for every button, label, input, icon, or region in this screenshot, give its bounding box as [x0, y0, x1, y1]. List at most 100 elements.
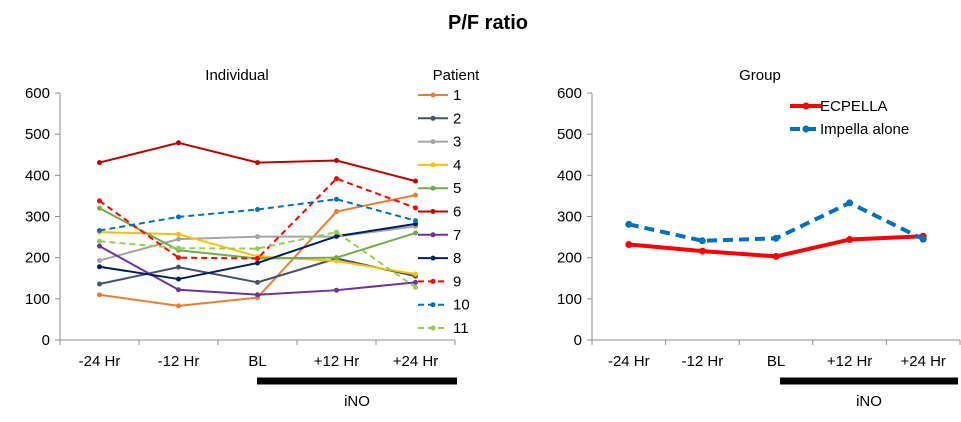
- data-point-10: [255, 207, 260, 213]
- legend-label: 11: [453, 320, 469, 337]
- data-point-9: [334, 176, 339, 182]
- data-point-6: [334, 158, 339, 164]
- data-point-3: [97, 258, 102, 264]
- x-tick-label: BL: [767, 353, 785, 370]
- data-point-9: [97, 198, 102, 204]
- data-point-4: [413, 271, 418, 277]
- data-point-6: [255, 160, 260, 166]
- y-tick-label: 400: [25, 167, 50, 184]
- series-line-8: [99, 222, 416, 281]
- data-point-11: [334, 229, 339, 235]
- legend-marker: [430, 232, 436, 238]
- data-point-10: [176, 214, 181, 220]
- legend-marker: [802, 102, 810, 110]
- data-point-2: [97, 281, 102, 287]
- data-point-9: [255, 255, 260, 261]
- legend-marker: [430, 139, 436, 145]
- data-point-7: [255, 292, 260, 298]
- data-point-11: [97, 238, 102, 244]
- series-line-11: [99, 231, 417, 289]
- y-tick-label: 400: [557, 167, 582, 184]
- x-tick-label: -12 Hr: [682, 353, 724, 370]
- data-point-7: [413, 279, 418, 285]
- y-tick-label: 0: [42, 332, 50, 349]
- group-panel: Group 0 100 200 300 400 500 600 -24 Hr -12 Hr BL +1…: [557, 67, 961, 410]
- data-point-ecpella: [846, 236, 854, 244]
- data-point-1: [97, 292, 102, 298]
- legend-label: 9: [453, 273, 461, 290]
- legend-label: 6: [453, 204, 461, 221]
- data-point-7: [97, 243, 102, 249]
- data-point-impella-alone: [846, 199, 854, 207]
- y-tick-label: 500: [557, 126, 582, 143]
- series-line-7: [99, 245, 416, 296]
- legend-label: Impella alone: [820, 121, 909, 138]
- legend-marker: [430, 185, 436, 191]
- data-point-6: [97, 160, 102, 166]
- data-point-8: [97, 264, 102, 270]
- data-point-10: [97, 227, 102, 233]
- data-point-ecpella: [698, 247, 706, 255]
- y-tick-label: 100: [557, 291, 582, 308]
- legend-label: ECPELLA: [820, 98, 888, 115]
- y-tick-label: 0: [574, 332, 582, 349]
- legend-marker: [802, 125, 810, 133]
- legend-label: 3: [453, 134, 461, 151]
- individual-panel: Individual 0 100 200 300 400 500 600 -24 Hr -12 H…: [25, 67, 480, 410]
- data-point-11: [255, 246, 260, 252]
- data-point-4: [176, 231, 181, 237]
- data-point-impella-alone: [625, 220, 633, 228]
- legend-label: 7: [453, 227, 461, 244]
- data-point-11: [413, 284, 418, 290]
- data-point-3: [255, 234, 260, 240]
- data-point-8: [176, 276, 181, 282]
- x-tick-label: BL: [248, 353, 266, 370]
- x-tick-label: +12 Hr: [314, 353, 359, 370]
- y-tick-label: 300: [25, 209, 50, 226]
- data-point-10: [413, 218, 418, 224]
- ino-label: iNO: [856, 393, 882, 410]
- y-tick-label: 500: [25, 126, 50, 143]
- data-point-1: [334, 209, 339, 215]
- x-tick-label: -24 Hr: [79, 353, 121, 370]
- legend-label: 4: [453, 157, 461, 174]
- legend-label: 1: [453, 87, 461, 104]
- data-point-9: [176, 255, 181, 261]
- y-tick-label: 200: [25, 250, 50, 267]
- data-point-7: [176, 287, 181, 293]
- y-tick-label: 600: [25, 85, 50, 102]
- data-point-5: [334, 255, 339, 261]
- data-point-10: [334, 196, 339, 202]
- legend-marker: [430, 255, 436, 261]
- data-point-impella-alone: [919, 235, 927, 243]
- x-tick-label: -24 Hr: [608, 353, 650, 370]
- data-point-impella-alone: [698, 237, 706, 245]
- data-point-9: [413, 205, 418, 211]
- y-tick-label: 300: [557, 209, 582, 226]
- legend-marker: [430, 325, 436, 331]
- data-point-11: [176, 245, 181, 251]
- data-point-1: [176, 303, 181, 309]
- data-point-3: [176, 236, 181, 242]
- data-point-5: [97, 205, 102, 211]
- data-point-1: [413, 192, 418, 198]
- x-tick-label: +12 Hr: [827, 353, 872, 370]
- data-point-2: [255, 279, 260, 285]
- x-tick-label: +24 Hr: [393, 353, 438, 370]
- data-point-5: [413, 230, 418, 236]
- x-tick-label: +24 Hr: [900, 353, 945, 370]
- data-point-impella-alone: [772, 234, 780, 242]
- data-point-8: [255, 260, 260, 266]
- legend-marker: [430, 278, 436, 284]
- legend-label: 2: [453, 110, 461, 127]
- x-tick-label: -12 Hr: [158, 353, 200, 370]
- panel-title: Group: [739, 67, 781, 84]
- legend-title: Patient: [433, 67, 481, 84]
- series-line-9: [98, 177, 416, 260]
- data-point-6: [176, 140, 181, 146]
- legend-label: 10: [453, 297, 470, 314]
- main-title: P/F ratio: [448, 12, 528, 34]
- data-point-2: [176, 264, 181, 270]
